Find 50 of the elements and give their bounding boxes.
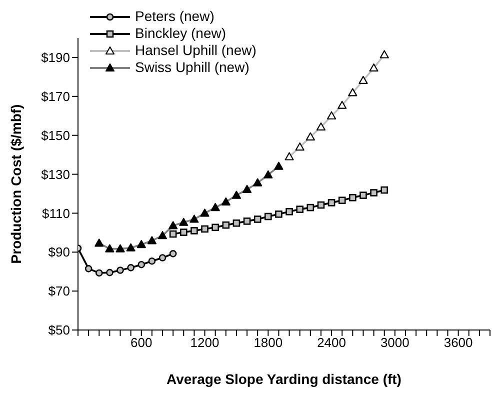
point	[296, 206, 304, 213]
y-axis-title: Production Cost ($/mbf)	[8, 104, 24, 264]
point	[360, 192, 367, 199]
legend-label: Binckley (new)	[135, 25, 226, 42]
point	[328, 199, 336, 206]
point	[338, 196, 346, 204]
point	[264, 212, 272, 220]
y-tick-label: $170	[41, 89, 70, 104]
point	[95, 269, 103, 277]
y-tick-label: $190	[41, 50, 70, 66]
point	[84, 265, 92, 272]
point	[275, 210, 282, 218]
point	[212, 224, 219, 232]
point	[317, 201, 325, 209]
point	[201, 225, 208, 233]
point	[254, 216, 262, 223]
point	[222, 221, 230, 229]
y-tick-label: $90	[48, 244, 70, 260]
x-tick-label: 1200	[190, 335, 220, 350]
point	[180, 228, 188, 236]
point	[127, 264, 134, 272]
y-tick-label: $150	[41, 128, 70, 143]
point	[190, 227, 198, 234]
x-tick-label: 1800	[254, 335, 283, 350]
x-tick-label: 3600	[444, 335, 473, 350]
point	[106, 268, 114, 276]
point	[232, 219, 240, 227]
y-tick-label: $50	[48, 322, 70, 338]
point	[349, 194, 356, 202]
y-tick-label: $110	[42, 206, 70, 221]
point	[158, 254, 166, 262]
legend-label: Hansel Uphill (new)	[135, 42, 256, 59]
x-tick-label: 600	[130, 335, 152, 350]
y-tick-label: $130	[41, 166, 70, 182]
x-tick-label: 2400	[317, 335, 346, 350]
point	[370, 189, 378, 196]
point	[116, 266, 124, 274]
legend-label: Swiss Uphill (new)	[135, 59, 250, 76]
point	[138, 260, 146, 268]
point	[169, 230, 177, 238]
point	[380, 186, 388, 194]
point	[286, 208, 293, 216]
x-axis-title: Average Slope Yarding distance (ft)	[166, 370, 402, 387]
y-tick-label: $70	[48, 284, 70, 299]
x-tick-label: 3000	[380, 335, 410, 350]
point	[243, 218, 251, 225]
point	[306, 204, 314, 212]
legend-label: Peters (new)	[135, 8, 214, 25]
point	[169, 250, 177, 258]
point	[148, 257, 156, 265]
